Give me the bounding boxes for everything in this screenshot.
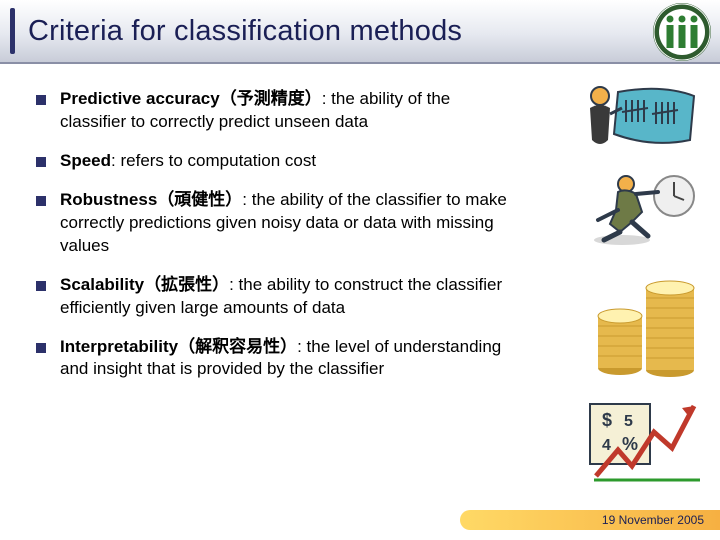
bullet-square-icon bbox=[36, 157, 46, 167]
svg-text:5: 5 bbox=[624, 413, 633, 430]
jp-term: （予測精度） bbox=[220, 89, 322, 108]
svg-text:$: $ bbox=[602, 410, 612, 430]
bullet-item: Scalability（拡張性）: the ability to constru… bbox=[36, 274, 516, 320]
clipart-chart-symbols: $ 5 4 % bbox=[584, 390, 702, 485]
clipart-tally-scroll bbox=[572, 78, 702, 156]
bullet-square-icon bbox=[36, 281, 46, 291]
jp-term: （頑健性） bbox=[157, 190, 242, 209]
svg-text:4: 4 bbox=[602, 437, 611, 454]
bullet-text: Scalability（拡張性）: the ability to constru… bbox=[60, 274, 516, 320]
title-bar: Criteria for classification methods bbox=[0, 0, 720, 64]
bullet-text: Predictive accuracy（予測精度）: the ability o… bbox=[60, 88, 516, 134]
jp-term: （拡張性） bbox=[144, 275, 229, 294]
bullet-item: Speed: refers to computation cost bbox=[36, 150, 516, 173]
bullet-text: Speed: refers to computation cost bbox=[60, 150, 316, 173]
bullet-text: Interpretability（解釈容易性）: the level of un… bbox=[60, 336, 516, 382]
term: Robustness bbox=[60, 190, 157, 209]
bullet-square-icon bbox=[36, 343, 46, 353]
bullet-item: Robustness（頑健性）: the ability of the clas… bbox=[36, 189, 516, 258]
term: Interpretability bbox=[60, 337, 178, 356]
clipart-runner-clock bbox=[582, 170, 702, 250]
term: Scalability bbox=[60, 275, 144, 294]
desc: : refers to computation cost bbox=[111, 151, 316, 170]
page-title: Criteria for classification methods bbox=[28, 15, 462, 48]
iii-logo bbox=[652, 2, 712, 62]
bullet-square-icon bbox=[36, 196, 46, 206]
svg-text:%: % bbox=[622, 434, 638, 454]
jp-term: （解釈容易性） bbox=[178, 337, 297, 356]
bullet-item: Predictive accuracy（予測精度）: the ability o… bbox=[36, 88, 516, 134]
bullet-text: Robustness（頑健性）: the ability of the clas… bbox=[60, 189, 516, 258]
bullet-item: Interpretability（解釈容易性）: the level of un… bbox=[36, 336, 516, 382]
footer-bar: 19 November 2005 bbox=[460, 510, 720, 530]
term: Speed bbox=[60, 151, 111, 170]
clipart-coin-stacks bbox=[592, 258, 702, 378]
term: Predictive accuracy bbox=[60, 89, 220, 108]
bullet-square-icon bbox=[36, 95, 46, 105]
footer-date: 19 November 2005 bbox=[602, 513, 704, 527]
